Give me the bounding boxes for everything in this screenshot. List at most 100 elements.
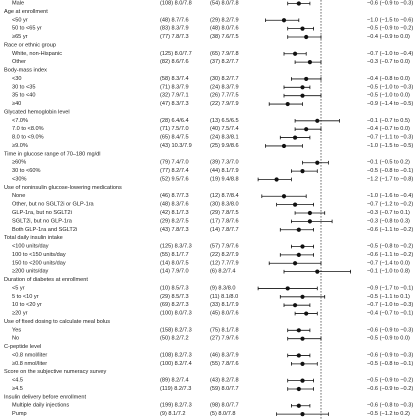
- point-estimate: [300, 294, 305, 299]
- subgroup-label: 50 to <65 yr: [12, 26, 42, 32]
- point-estimate: [296, 227, 301, 232]
- estimate-ci-label: −0.4 (−0.9 to 0.0): [367, 34, 410, 40]
- group2-count-values: (25) 9.9/8.6: [210, 143, 239, 149]
- subgroup-label: 100 to <150 units/day: [12, 252, 66, 258]
- group1-count-values: (77) 7.8/7.3: [160, 34, 189, 40]
- group1-count-values: (71) 7.5/7.0: [160, 126, 189, 132]
- group1-count-values: (29) 8.2/7.5: [160, 218, 189, 224]
- group1-count-values: (14) 8.0/7.5: [160, 260, 189, 266]
- point-estimate: [281, 194, 287, 199]
- point-estimate: [307, 210, 312, 216]
- group1-count-values: (108) 8.0/7.8: [160, 1, 192, 7]
- point-estimate: [315, 160, 320, 165]
- subgroup-label: <0.8 nmol/liter: [12, 352, 47, 358]
- point-estimate: [300, 26, 305, 31]
- subgroup-label: Yes: [12, 327, 21, 333]
- subgroup-label: 35 to <40: [12, 93, 35, 99]
- point-estimate: [300, 336, 305, 341]
- group1-count-values: (43) 7.8/7.3: [160, 227, 189, 233]
- estimate-ci-label: −1.0 (−1.5 to −0.6): [367, 17, 413, 23]
- group2-count-values: (38) 7.6/7.5: [210, 34, 239, 40]
- group1-count-values: (47) 8.3/7.3: [160, 101, 189, 107]
- group2-count-values: (54) 8.0/7.8: [210, 1, 239, 7]
- group1-count-values: (71) 8.3/7.9: [160, 84, 189, 90]
- group1-count-values: (77) 8.2/7.4: [160, 168, 189, 174]
- subgroup-label: ≥9.0%: [12, 143, 28, 149]
- estimate-ci-label: −0.5 (−1.0 to 0.0): [367, 93, 410, 99]
- subgroup-heading: Use of noninsulin glucose-lowering medic…: [4, 185, 122, 191]
- group1-count-values: (199) 8.2/7.3: [160, 403, 192, 409]
- subgroup-label: 30 to <35: [12, 84, 35, 90]
- subgroup-heading: Time in glucose range of 70–180 mg/dl: [4, 151, 101, 157]
- subgroup-label: Both GLP-1ra and SGLT2i: [12, 227, 77, 233]
- point-estimate: [293, 303, 298, 308]
- point-estimate: [300, 412, 305, 417]
- point-estimate: [307, 219, 312, 224]
- subgroup-label: Other, but no SGLT2i or GLP-1ra: [12, 202, 95, 208]
- group2-count-values: (29) 7.8/7.5: [210, 210, 239, 216]
- subgroup-heading: Body-mass index: [4, 68, 47, 74]
- estimate-ci-label: −0.3 (−0.7 to 0.1): [367, 210, 410, 216]
- subgroup-label: <50 yr: [12, 17, 28, 23]
- estimate-ci-label: −0.5 (−0.8 to −0.1): [367, 168, 413, 174]
- group2-count-values: (55) 7.8/7.6: [210, 361, 239, 367]
- estimate-ci-label: −0.6 (−0.9 to −0.3): [367, 327, 413, 333]
- subgroup-label: <7.0%: [12, 118, 28, 124]
- estimate-ci-label: −0.5 (−1.2 to 0.2): [367, 411, 410, 417]
- subgroup-label: <5 yr: [12, 285, 25, 291]
- estimate-ci-label: −0.7 (−1.0 to −0.4): [367, 51, 413, 57]
- subgroup-label: Male: [12, 1, 24, 7]
- group2-count-values: (59) 8.0/7.7: [210, 386, 239, 392]
- group2-count-values: (43) 8.2/7.8: [210, 378, 239, 384]
- estimate-ci-label: −0.5 (−0.9 to −0.2): [367, 378, 413, 384]
- group2-count-values: (46) 8.3/7.9: [210, 352, 239, 358]
- point-estimate: [307, 60, 312, 65]
- group1-count-values: (69) 8.2/7.3: [160, 302, 189, 308]
- group1-count-values: (50) 8.2/7.2: [160, 336, 189, 342]
- group1-count-values: (48) 8.7/7.6: [160, 17, 189, 23]
- estimate-ci-label: −0.5 (−1.1 to 0.1): [367, 294, 410, 300]
- subgroup-label: None: [12, 193, 25, 199]
- estimate-ci-label: −0.1 (−1.0 to 0.8): [367, 269, 410, 275]
- subgroup-label: Multiple daily injections: [12, 403, 69, 409]
- point-estimate: [296, 353, 301, 358]
- subgroup-label: <30: [12, 76, 22, 82]
- point-estimate: [300, 93, 305, 98]
- group1-count-values: (100) 8.2/7.4: [160, 361, 192, 367]
- group2-count-values: (33) 8.1/7.9: [210, 302, 239, 308]
- estimate-ci-label: −0.3 (−0.7 to 0.0): [367, 59, 410, 65]
- forest-rows: Male (108) 8.0/7.8 (54) 8.0/7.8 −0.6 (−0.9 …: [4, 0, 413, 420]
- subgroup-heading: Age at enrollment: [4, 9, 48, 15]
- subgroup-label: ≥4.5: [12, 386, 23, 392]
- point-estimate: [304, 34, 309, 40]
- point-estimate: [304, 311, 309, 316]
- group2-count-values: (12) 7.7/7.9: [210, 260, 239, 266]
- estimate-ci-label: −0.9 (−1.7 to −0.1): [367, 285, 413, 291]
- subgroup-label: <100 units/day: [12, 244, 49, 250]
- point-estimate: [315, 269, 320, 274]
- estimate-ci-label: −1.0 (−1.5 to −0.5): [367, 143, 413, 149]
- group2-count-values: (39) 7.3/7.0: [210, 160, 239, 166]
- estimate-ci-label: −0.4 (−0.8 to 0.0): [367, 76, 410, 82]
- point-estimate: [300, 361, 305, 366]
- estimate-ci-label: −0.6 (−1.1 to −0.2): [367, 252, 413, 258]
- group1-count-values: (79) 7.4/7.0: [160, 160, 189, 166]
- group1-count-values: (48) 8.3/7.6: [160, 202, 189, 208]
- point-estimate: [315, 118, 320, 123]
- group2-count-values: (14) 7.8/7.7: [210, 227, 239, 233]
- group1-count-values: (158) 8.2/7.3: [160, 327, 192, 333]
- subgroup-label: ≥20 yr: [12, 311, 28, 317]
- subgroup-label: 5 to <10 yr: [12, 294, 39, 300]
- point-estimate: [296, 386, 301, 392]
- estimate-ci-label: −0.6 (−0.9 to −0.3): [367, 352, 413, 358]
- point-estimate: [293, 135, 298, 140]
- estimate-ci-label: −1.2 (−1.7 to −0.8): [367, 176, 413, 182]
- estimate-ci-label: −0.6 (−0.8 to −0.3): [367, 403, 413, 409]
- point-estimate: [274, 177, 279, 182]
- estimate-ci-label: −0.3 (−0.8 to 0.3): [367, 218, 410, 224]
- subgroup-label: 10 to <20 yr: [12, 302, 42, 308]
- group2-count-values: (12) 8.7/8.4: [210, 193, 239, 199]
- estimate-ci-label: −0.6 (−0.9 to −0.2): [367, 386, 413, 392]
- subgroup-label: ≥40: [12, 101, 21, 107]
